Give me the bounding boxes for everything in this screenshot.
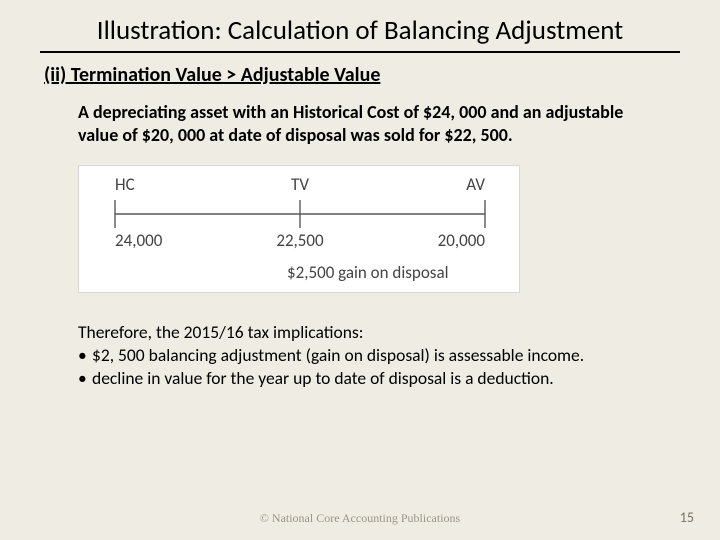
svg-text:24,000: 24,000 <box>115 230 163 251</box>
footer-copyright: © National Core Accounting Publications <box>0 511 720 526</box>
page-number: 15 <box>680 509 694 526</box>
implication-bullet: •$2, 500 balancing adjustment (gain on d… <box>78 344 642 366</box>
svg-text:$2,500 gain on disposal: $2,500 gain on disposal <box>287 262 448 283</box>
svg-text:20,000: 20,000 <box>438 230 486 251</box>
implication-bullet: •decline in value for the year up to dat… <box>78 367 642 389</box>
svg-text:22,500: 22,500 <box>276 230 324 251</box>
numberline-diagram: HC 24,000 TV 22,500 AV 20,000 $2,500 gain on d… <box>78 165 520 293</box>
implications-block: Therefore, the 2015/16 tax implications:… <box>78 321 642 389</box>
slide-title: Illustration: Calculation of Balancing A… <box>40 14 680 53</box>
bullet-dot: • <box>78 367 92 389</box>
svg-text:TV: TV <box>291 174 309 195</box>
scenario-text: A depreciating asset with an Historical … <box>78 101 642 147</box>
svg-text:AV: AV <box>466 174 485 195</box>
slide-subtitle: (ii) Termination Value > Adjustable Valu… <box>44 63 684 87</box>
implications-lead: Therefore, the 2015/16 tax implications: <box>78 321 642 343</box>
bullet-text: decline in value for the year up to date… <box>92 367 642 389</box>
diagram-svg: HC 24,000 TV 22,500 AV 20,000 $2,500 gain on d… <box>79 166 521 294</box>
svg-text:HC: HC <box>115 174 135 195</box>
bullet-text: $2, 500 balancing adjustment (gain on di… <box>92 344 642 366</box>
bullet-dot: • <box>78 344 92 366</box>
